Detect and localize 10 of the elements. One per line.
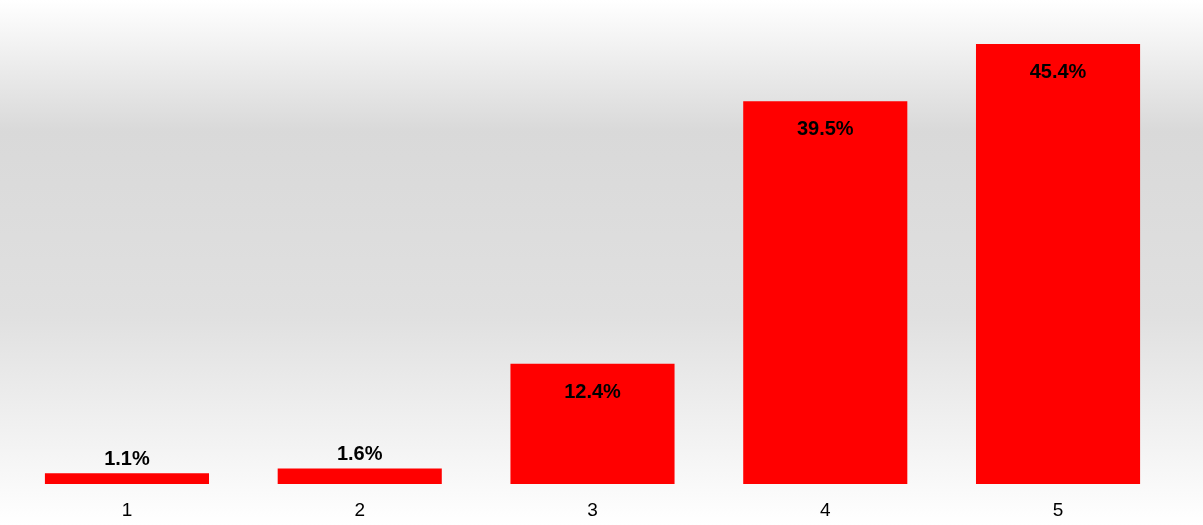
x-tick-label: 2 <box>354 498 366 520</box>
data-label: 45.4% <box>1029 60 1087 82</box>
x-tick-label: 4 <box>819 498 831 520</box>
data-label: 1.1% <box>104 447 150 470</box>
x-tick-label: 3 <box>587 498 598 520</box>
data-label: 12.4% <box>564 379 622 402</box>
data-label: 1.6% <box>336 442 383 465</box>
data-label: 39.5% <box>796 117 854 140</box>
x-tick-label: 5 <box>1052 498 1064 520</box>
x-tick-label: 1 <box>121 498 133 520</box>
